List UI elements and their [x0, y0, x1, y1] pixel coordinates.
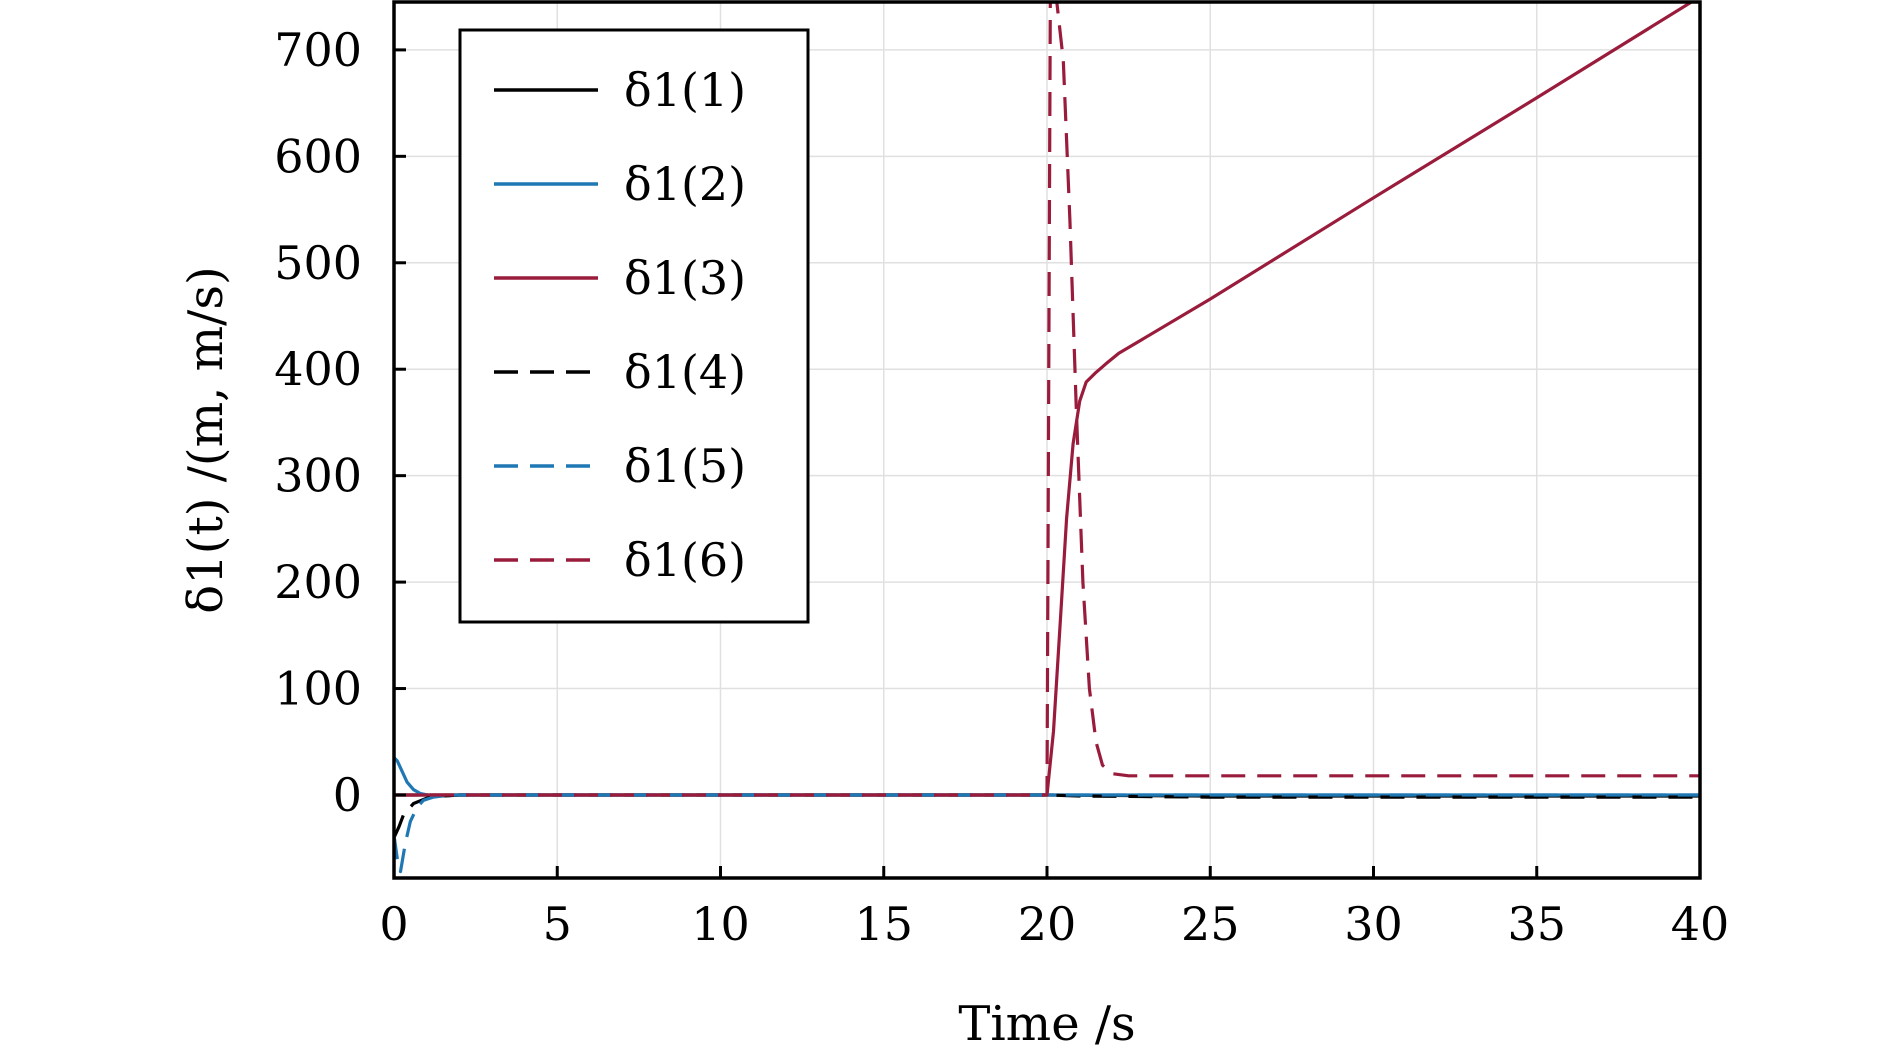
y-tick-label: 500 [274, 236, 362, 290]
series-line-5 [394, 793, 1700, 874]
x-tick-label: 10 [691, 897, 750, 951]
x-tick-label: 20 [1018, 897, 1077, 951]
legend-label: δ1(6) [624, 533, 746, 587]
legend-label: δ1(3) [624, 251, 746, 305]
series-line-6 [394, 2, 1700, 797]
x-axis-title: Time /s [958, 996, 1135, 1052]
y-axis-title: δ1(t) /(m, m/s) [178, 266, 234, 613]
y-tick-label: 0 [333, 768, 362, 822]
legend-label: δ1(5) [624, 439, 746, 493]
y-axis-tick-labels: 0 100 200 300 400 500 600 700 [274, 23, 362, 822]
legend-label: δ1(1) [624, 63, 746, 117]
x-tick-label: 25 [1181, 897, 1240, 951]
legend-label: δ1(2) [624, 157, 746, 211]
y-tick-label: 200 [274, 555, 362, 609]
x-tick-label: 15 [854, 897, 913, 951]
legend-box [458, 28, 810, 624]
series-group [394, 2, 1700, 874]
legend-label: δ1(4) [624, 345, 746, 399]
y-tick-label: 600 [274, 129, 362, 183]
y-tick-label: 700 [274, 23, 362, 77]
y-tick-label: 100 [274, 662, 362, 716]
y-tick-label: 400 [274, 342, 362, 396]
y-tick-label: 300 [274, 449, 362, 503]
legend: δ1(1) δ1(2) δ1(3) δ1(4) δ1(5) δ1(6) [458, 28, 810, 624]
x-tick-label: 30 [1344, 897, 1403, 951]
x-tick-label: 5 [543, 897, 572, 951]
x-tick-label: 35 [1507, 897, 1566, 951]
x-tick-label: 40 [1671, 897, 1730, 951]
axis-ticks [392, 48, 1702, 878]
x-axis-tick-labels: 0 5 10 15 20 25 30 35 40 [379, 897, 1729, 951]
x-tick-label: 0 [379, 897, 408, 951]
